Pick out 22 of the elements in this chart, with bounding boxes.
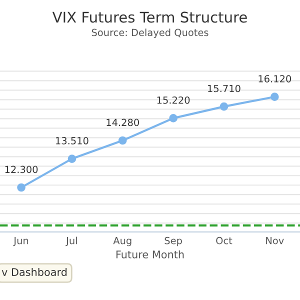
chart-title: VIX Futures Term Structure (52, 12, 247, 23)
point (68, 154, 76, 163)
x-tick-label: Oct (216, 236, 232, 244)
point (118, 136, 127, 145)
x-tick-label: Nov (266, 237, 284, 244)
text: v Dashboard (2, 268, 67, 276)
point (220, 102, 228, 111)
x-tick-label: Jul (66, 236, 77, 246)
point (17, 183, 26, 192)
x-axis-title: Future Month (116, 250, 184, 258)
data-label: 12.300 (5, 166, 38, 174)
chart-subtitle: Source: Delayed Quotes (92, 28, 208, 38)
data-label: 13.510 (56, 137, 88, 144)
data-label: 15.710 (208, 84, 240, 92)
point (270, 92, 279, 101)
point (169, 114, 178, 122)
data-label: 14.280 (106, 118, 139, 126)
data-label: 15.220 (157, 96, 190, 104)
x-tick-label: Aug (113, 237, 132, 246)
x-tick-label: Sep (164, 236, 182, 246)
x-tick-label: Jun (13, 237, 28, 246)
data-label: 16.120 (258, 75, 292, 82)
